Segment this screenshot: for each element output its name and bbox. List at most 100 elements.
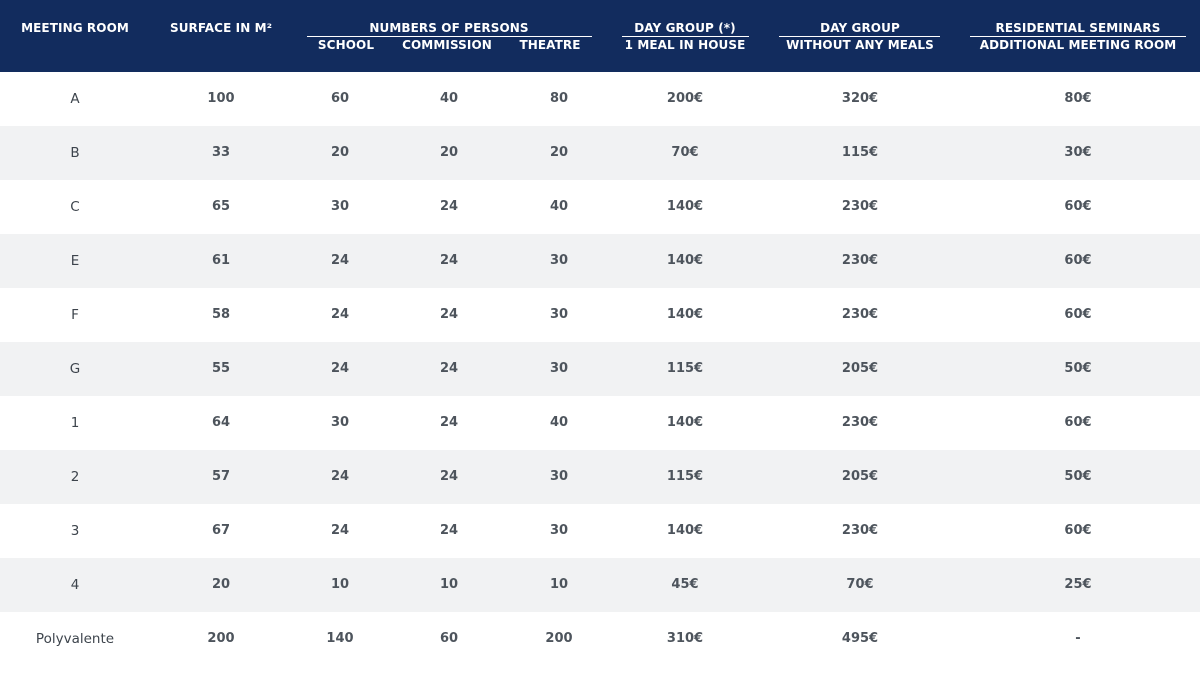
cell-day-group-meal: 115€ — [666, 361, 704, 376]
cell-school: 30 — [330, 415, 350, 430]
cell-room: 2 — [70, 469, 80, 485]
cell-theatre: 30 — [549, 307, 569, 322]
cell-day-group-meal: 140€ — [666, 199, 704, 214]
cell-room: A — [70, 91, 80, 107]
cell-theatre: 40 — [549, 199, 569, 214]
cell-day-group-meal: 140€ — [666, 253, 704, 268]
cell-school: 20 — [330, 145, 350, 160]
cell-day-group-no-meal: 205€ — [841, 361, 879, 376]
cell-day-group-no-meal: 230€ — [841, 199, 879, 214]
table-row: A 100 60 40 80 200€ 320€ 80€ — [0, 72, 1200, 126]
table-row: 4 20 10 10 10 45€ 70€ 25€ — [0, 558, 1200, 612]
cell-surface: 57 — [211, 469, 231, 484]
table-header: MEETING ROOM SURFACE IN M² NUMBERS OF PE… — [0, 0, 1200, 72]
table-row: 1 64 30 24 40 140€ 230€ 60€ — [0, 396, 1200, 450]
table-row: 2 57 24 24 30 115€ 205€ 50€ — [0, 450, 1200, 504]
cell-surface: 100 — [207, 91, 235, 106]
table-row: F 58 24 24 30 140€ 230€ 60€ — [0, 288, 1200, 342]
table-body: A 100 60 40 80 200€ 320€ 80€ B 33 20 20 20 70€ 115€ 30€… — [0, 72, 1200, 666]
cell-residential: 25€ — [1064, 577, 1092, 592]
header-residential-seminars: RESIDENTIAL SEMINARS — [995, 21, 1161, 35]
header-divider — [307, 36, 592, 37]
header-residential-sub: ADDITIONAL MEETING ROOM — [979, 38, 1177, 52]
cell-surface: 200 — [207, 631, 235, 646]
table-row: E 61 24 24 30 140€ 230€ 60€ — [0, 234, 1200, 288]
cell-commission: 60 — [439, 631, 459, 646]
cell-residential: 60€ — [1064, 253, 1092, 268]
cell-residential: 60€ — [1064, 307, 1092, 322]
table-row: G 55 24 24 30 115€ 205€ 50€ — [0, 342, 1200, 396]
cell-school: 30 — [330, 199, 350, 214]
table-row: B 33 20 20 20 70€ 115€ 30€ — [0, 126, 1200, 180]
cell-school: 140 — [326, 631, 354, 646]
header-commission: COMMISSION — [402, 38, 492, 52]
cell-room: 1 — [70, 415, 80, 431]
cell-day-group-meal: 200€ — [666, 91, 704, 106]
header-surface: SURFACE IN M² — [169, 21, 273, 35]
cell-day-group-no-meal: 495€ — [841, 631, 879, 646]
header-meeting-room: MEETING ROOM — [21, 21, 129, 35]
header-divider — [970, 36, 1186, 37]
cell-theatre: 30 — [549, 361, 569, 376]
cell-school: 24 — [330, 469, 350, 484]
cell-commission: 24 — [439, 199, 459, 214]
cell-day-group-meal: 70€ — [671, 145, 699, 160]
cell-day-group-no-meal: 230€ — [841, 307, 879, 322]
cell-residential: 50€ — [1064, 361, 1092, 376]
cell-surface: 67 — [211, 523, 231, 538]
cell-day-group-no-meal: 230€ — [841, 415, 879, 430]
header-day-group-no-meal: DAY GROUP — [820, 21, 900, 35]
cell-surface: 65 — [211, 199, 231, 214]
cell-commission: 10 — [439, 577, 459, 592]
cell-day-group-no-meal: 320€ — [841, 91, 879, 106]
header-theatre: THEATRE — [519, 38, 581, 52]
cell-theatre: 40 — [549, 415, 569, 430]
cell-room: Polyvalente — [35, 631, 115, 647]
cell-day-group-meal: 310€ — [666, 631, 704, 646]
cell-residential: 60€ — [1064, 415, 1092, 430]
cell-day-group-no-meal: 70€ — [846, 577, 874, 592]
cell-residential: 60€ — [1064, 199, 1092, 214]
cell-room: C — [70, 199, 80, 215]
header-day-group-meal-sub: 1 MEAL IN HOUSE — [624, 38, 746, 52]
cell-residential: 50€ — [1064, 469, 1092, 484]
cell-day-group-meal: 115€ — [666, 469, 704, 484]
cell-room: 4 — [70, 577, 80, 593]
cell-day-group-meal: 140€ — [666, 307, 704, 322]
cell-commission: 24 — [439, 469, 459, 484]
cell-commission: 40 — [439, 91, 459, 106]
cell-room: G — [69, 361, 81, 377]
header-numbers-of-persons: NUMBERS OF PERSONS — [369, 21, 529, 35]
cell-surface: 64 — [211, 415, 231, 430]
cell-day-group-no-meal: 230€ — [841, 523, 879, 538]
cell-surface: 20 — [211, 577, 231, 592]
header-day-group-no-meal-sub: WITHOUT ANY MEALS — [786, 38, 934, 52]
cell-day-group-no-meal: 230€ — [841, 253, 879, 268]
cell-residential: 30€ — [1064, 145, 1092, 160]
cell-theatre: 30 — [549, 253, 569, 268]
header-day-group-meal: DAY GROUP (*) — [634, 21, 736, 35]
cell-room: 3 — [70, 523, 80, 539]
cell-residential: 80€ — [1064, 91, 1092, 106]
cell-school: 24 — [330, 307, 350, 322]
cell-room: F — [71, 307, 79, 323]
cell-theatre: 80 — [549, 91, 569, 106]
cell-commission: 24 — [439, 523, 459, 538]
cell-school: 24 — [330, 523, 350, 538]
cell-theatre: 10 — [549, 577, 569, 592]
cell-commission: 24 — [439, 307, 459, 322]
table-row: C 65 30 24 40 140€ 230€ 60€ — [0, 180, 1200, 234]
cell-commission: 24 — [439, 415, 459, 430]
cell-school: 60 — [330, 91, 350, 106]
cell-school: 24 — [330, 253, 350, 268]
cell-residential: 60€ — [1064, 523, 1092, 538]
cell-day-group-no-meal: 115€ — [841, 145, 879, 160]
cell-day-group-no-meal: 205€ — [841, 469, 879, 484]
cell-room: B — [70, 145, 80, 161]
header-divider — [779, 36, 940, 37]
table-row: 3 67 24 24 30 140€ 230€ 60€ — [0, 504, 1200, 558]
cell-day-group-meal: 45€ — [671, 577, 699, 592]
cell-surface: 55 — [211, 361, 231, 376]
cell-surface: 61 — [211, 253, 231, 268]
